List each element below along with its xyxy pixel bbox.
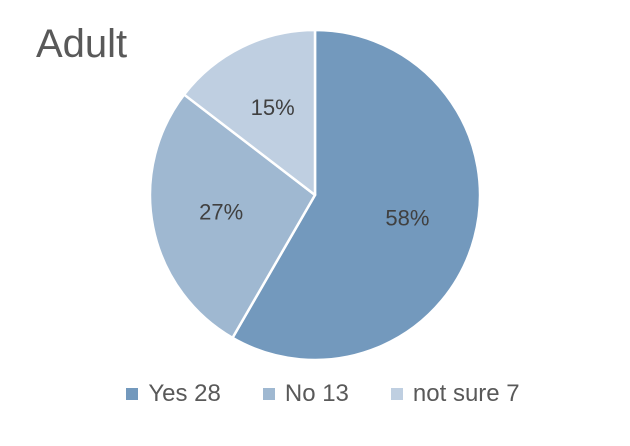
legend-swatch-no [262,388,275,400]
chart-title: Adult [36,22,128,66]
slice-label-not-sure: 15% [251,95,295,120]
legend-swatch-not-sure [390,388,403,400]
slice-label-no: 27% [199,199,243,224]
legend-swatch-yes [126,388,139,400]
legend-item-no: No 13 [262,380,349,408]
legend-item-not-sure: not sure 7 [390,380,520,408]
legend-label-not-sure: not sure 7 [412,380,520,407]
pie-slice-no [148,93,317,340]
legend-label-yes: Yes 28 [148,380,221,407]
slice-label-yes: 58% [385,206,429,231]
pie-slice-yes [231,28,482,362]
pie-slice-not-sure [182,28,317,197]
legend-label-no: No 13 [284,380,349,407]
legend-item-yes: Yes 28 [126,380,221,408]
chart-legend: Yes 28 No 13 not sure 7 [0,380,630,408]
